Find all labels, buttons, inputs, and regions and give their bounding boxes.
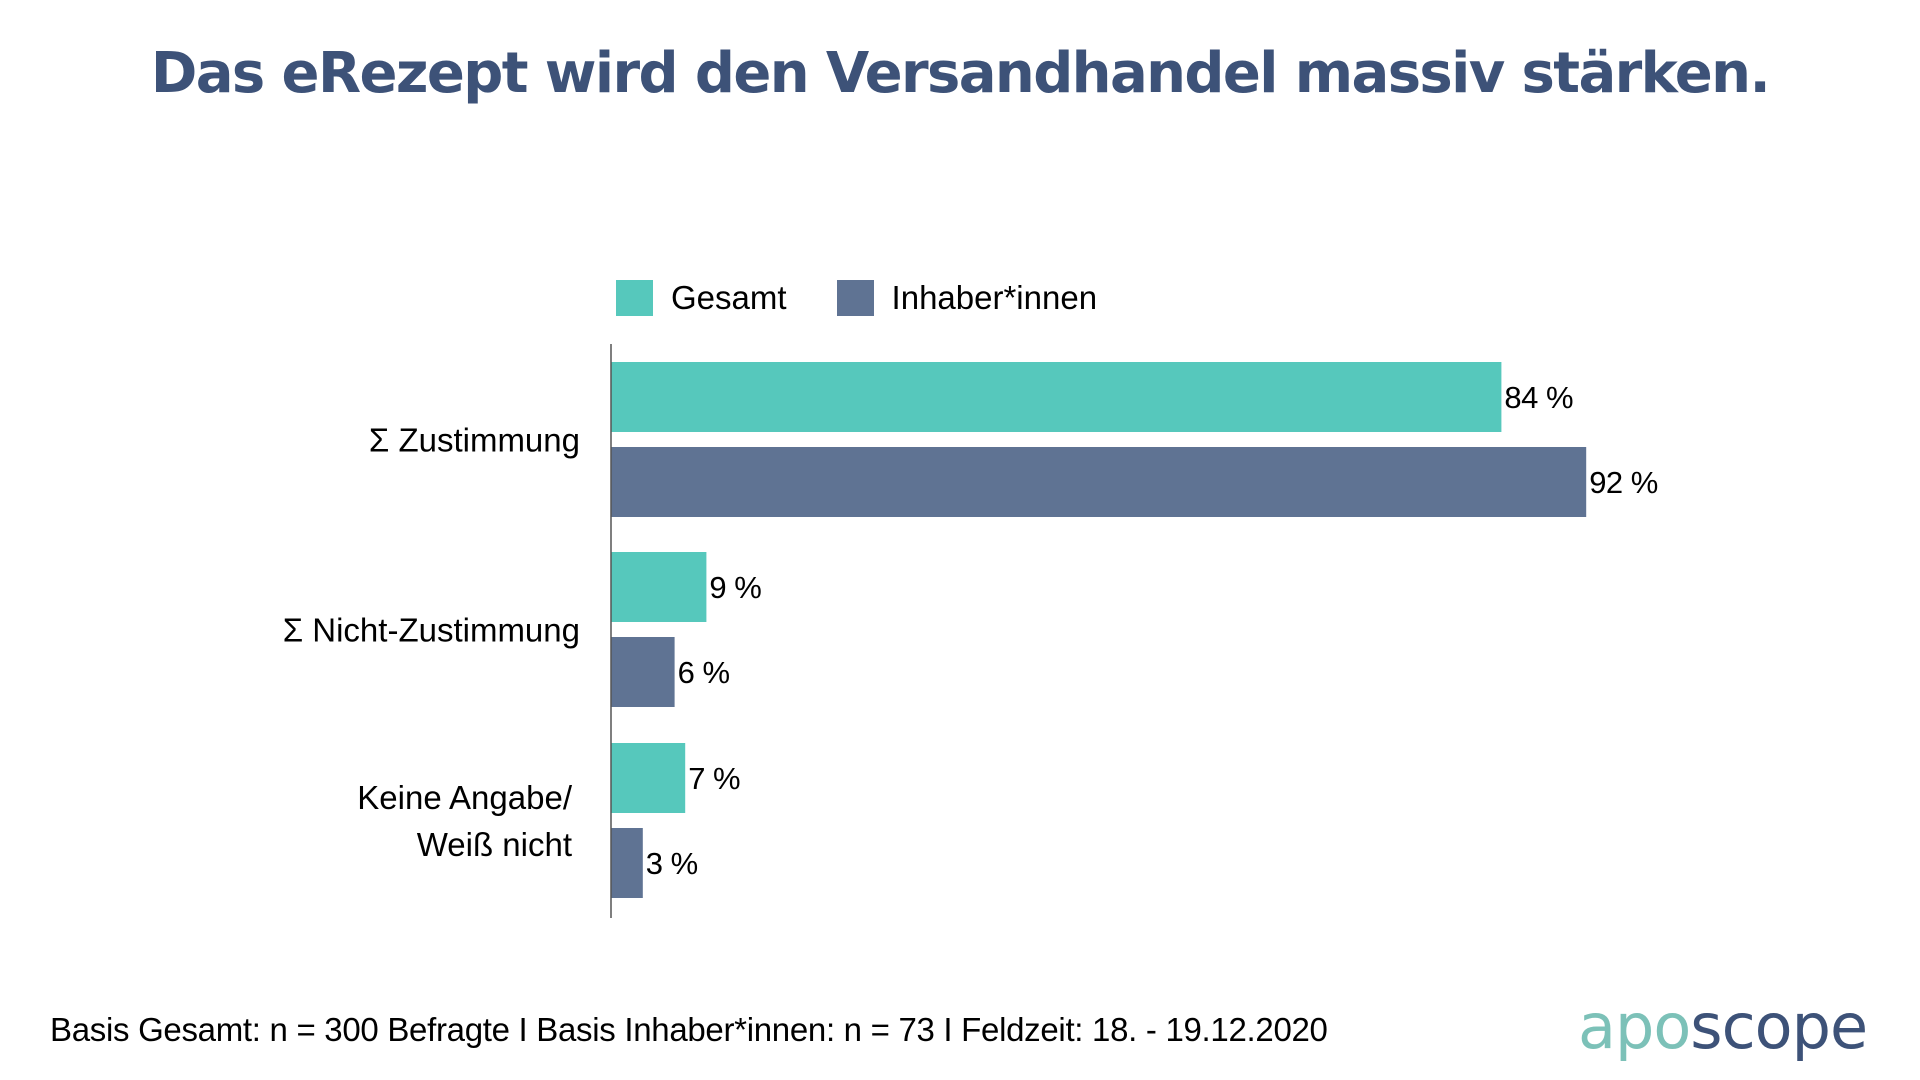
value-label-inhaber-2: 3 % bbox=[646, 846, 698, 881]
bar-inhaber-1 bbox=[611, 637, 675, 707]
legend-label-inhaber: Inhaber*innen bbox=[891, 279, 1098, 316]
footer-note: Basis Gesamt: n = 300 Befragte I Basis I… bbox=[50, 1011, 1328, 1048]
chart-title: Das eRezept wird den Versandhandel massi… bbox=[150, 41, 1771, 106]
legend-item-inhaber: Inhaber*innen bbox=[836, 278, 1098, 318]
value-label-gesamt-2: 7 % bbox=[688, 761, 740, 796]
value-label-gesamt-1: 9 % bbox=[709, 570, 761, 605]
logo-part-apo: apo bbox=[1578, 990, 1691, 1063]
bar-gesamt-2 bbox=[611, 743, 686, 813]
category-label-line: Keine Angabe/ bbox=[357, 779, 573, 816]
bar-inhaber-0 bbox=[611, 447, 1587, 517]
logo-part-scope: scope bbox=[1690, 990, 1868, 1063]
legend-item-gesamt: Gesamt bbox=[616, 278, 787, 318]
legend: Gesamt Inhaber*innen bbox=[616, 278, 1147, 318]
category-label-line: Weiß nicht bbox=[417, 826, 572, 863]
category-label-line: Σ Nicht-Zustimmung bbox=[283, 612, 580, 649]
value-label-inhaber-0: 92 % bbox=[1589, 465, 1658, 500]
bar-inhaber-2 bbox=[611, 828, 643, 898]
legend-label-gesamt: Gesamt bbox=[671, 279, 787, 316]
category-label-line: Σ Zustimmung bbox=[369, 422, 580, 459]
category-label-0: Σ Zustimmung bbox=[369, 422, 580, 459]
aposcope-logo: aposcope bbox=[1578, 990, 1868, 1063]
legend-swatch-gesamt bbox=[616, 280, 653, 316]
bar-gesamt-1 bbox=[611, 552, 707, 622]
category-label-2: Keine Angabe/Weiß nicht bbox=[357, 779, 573, 863]
value-label-inhaber-1: 6 % bbox=[678, 655, 730, 690]
bar-gesamt-0 bbox=[611, 362, 1502, 432]
legend-swatch-inhaber bbox=[836, 280, 874, 316]
value-label-gesamt-0: 84 % bbox=[1504, 380, 1573, 415]
category-label-1: Σ Nicht-Zustimmung bbox=[283, 612, 580, 649]
